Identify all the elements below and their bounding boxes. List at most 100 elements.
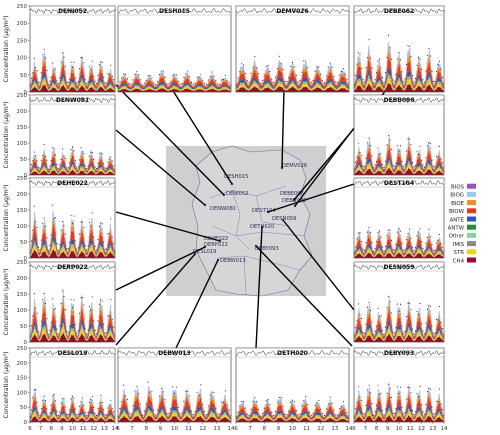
obs-point xyxy=(39,248,41,251)
obs-point xyxy=(387,229,390,231)
obs-point xyxy=(204,411,206,413)
y-tick-label: 50 xyxy=(20,73,27,79)
obs-point xyxy=(30,409,32,411)
obs-point xyxy=(189,76,191,78)
obs-point xyxy=(316,66,318,68)
obs-point xyxy=(432,80,435,82)
panel-desn059: DESN059 xyxy=(353,261,445,343)
obs-point xyxy=(62,52,64,54)
obs-point xyxy=(87,412,89,414)
obs-point xyxy=(435,155,438,157)
obs-point xyxy=(39,414,41,416)
band-imis xyxy=(236,81,349,90)
station-label: DEBB086 xyxy=(282,198,306,204)
obs-point xyxy=(329,396,331,398)
y-tick-label: 150 xyxy=(17,376,28,382)
obs-point xyxy=(301,71,303,73)
obs-point xyxy=(366,389,369,391)
obs-point xyxy=(411,162,414,164)
obs-point xyxy=(90,151,92,153)
obs-point xyxy=(162,391,164,393)
obs-point xyxy=(104,248,106,250)
obs-point xyxy=(40,239,42,241)
obs-point xyxy=(74,324,76,326)
band-ante xyxy=(118,403,231,420)
obs-point xyxy=(413,250,415,252)
state-border xyxy=(231,189,251,251)
y-tick-label: 50 xyxy=(20,240,27,246)
obs-point xyxy=(368,384,370,386)
obs-point xyxy=(359,396,361,398)
obs-point xyxy=(426,236,429,238)
obs-point xyxy=(66,414,68,416)
band-ante xyxy=(30,70,115,90)
obs-point xyxy=(84,165,86,167)
obs-point xyxy=(357,303,360,305)
band-ante xyxy=(354,242,444,256)
legend-swatch xyxy=(467,191,476,197)
legend-swatch xyxy=(467,257,476,263)
obs-point xyxy=(56,243,58,245)
obs-point xyxy=(356,64,358,66)
obs-point xyxy=(160,387,162,389)
obs-point xyxy=(392,79,394,81)
obs-point xyxy=(181,412,183,414)
panel-title: DEST104 xyxy=(384,180,414,187)
obs-point xyxy=(383,333,385,335)
obs-point xyxy=(76,248,78,250)
y-tick-label: 50 xyxy=(20,324,27,330)
obs-point xyxy=(408,228,411,230)
obs-point xyxy=(179,413,181,415)
obs-point xyxy=(74,160,76,162)
obs-point xyxy=(437,64,439,66)
obs-point xyxy=(378,316,381,318)
obs-point xyxy=(123,73,125,75)
obs-point xyxy=(113,165,115,167)
obs-point xyxy=(420,241,423,243)
obs-point xyxy=(401,161,403,163)
obs-point xyxy=(405,63,408,66)
obs-point xyxy=(378,153,381,155)
obs-point xyxy=(69,241,71,244)
obs-point xyxy=(202,403,204,405)
obs-point xyxy=(371,155,373,157)
obs-point xyxy=(327,403,329,405)
panel-debb086: DEBB086 xyxy=(353,94,445,176)
x-tick-label: 8 xyxy=(375,426,379,432)
obs-point xyxy=(107,233,109,235)
obs-point xyxy=(32,315,34,317)
obs-point xyxy=(318,66,320,68)
obs-point xyxy=(359,314,361,316)
y-tick-label: 200 xyxy=(17,21,28,27)
band-ch4 xyxy=(30,84,115,92)
obs-point xyxy=(33,151,35,153)
obs-point xyxy=(96,83,98,85)
obs-point xyxy=(411,75,414,77)
obs-point xyxy=(325,408,327,410)
panel-title: DEHE022 xyxy=(57,180,88,187)
obs-point xyxy=(288,410,290,412)
obs-point xyxy=(222,78,225,81)
obs-point xyxy=(422,164,424,166)
obs-point xyxy=(402,166,405,168)
obs-point xyxy=(407,138,409,140)
obs-point xyxy=(371,67,373,69)
obs-point xyxy=(399,303,402,305)
band-bioe xyxy=(118,74,231,88)
obs-point xyxy=(185,73,187,75)
obs-point xyxy=(53,393,55,395)
obs-point xyxy=(103,323,105,325)
x-tick-label: 6 xyxy=(234,426,238,432)
obs-point xyxy=(64,65,66,67)
obs-point xyxy=(77,80,79,83)
band-antw xyxy=(354,323,444,340)
obs-point xyxy=(87,81,89,83)
obs-point xyxy=(322,413,324,415)
obs-point xyxy=(50,234,52,236)
obs-point xyxy=(71,223,74,225)
obs-point xyxy=(323,82,326,84)
obs-point xyxy=(437,240,439,242)
residual-line xyxy=(235,350,350,356)
obs-point xyxy=(417,56,420,59)
obs-point xyxy=(275,76,277,78)
